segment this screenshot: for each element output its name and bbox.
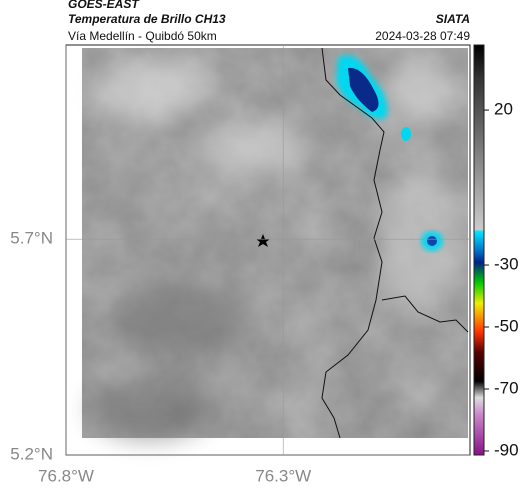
source: SIATA bbox=[436, 12, 470, 26]
colorbar bbox=[473, 44, 485, 456]
colorbar-tick-label: 20 bbox=[494, 100, 513, 119]
colorbar-tick-label: -30 bbox=[494, 255, 519, 274]
y-tick-label: 5.7°N bbox=[10, 229, 53, 248]
city-marker bbox=[256, 234, 270, 247]
colorbar-tick-label: -50 bbox=[494, 316, 519, 335]
ticks: 76.8°W 76.3°W 5.7°N 5.2°N 20 -30 -50 -70 -90 bbox=[10, 45, 519, 485]
region: Vía Medellín - Quibdó 50km bbox=[68, 29, 217, 43]
timestamp: 2024-03-28 07:49 bbox=[375, 29, 470, 43]
satellite-image bbox=[82, 47, 469, 440]
x-tick-label: 76.3°W bbox=[255, 466, 311, 485]
title: GOES-EAST bbox=[68, 0, 140, 11]
y-tick-label: 5.2°N bbox=[10, 444, 53, 463]
x-tick-label: 76.8°W bbox=[38, 466, 94, 485]
colorbar-tick-label: -70 bbox=[494, 378, 519, 397]
borders bbox=[321, 47, 469, 439]
cold-cloud bbox=[336, 55, 443, 251]
subtitle: Temperatura de Brillo CH13 bbox=[68, 12, 226, 26]
colorbar-tick-label: -90 bbox=[494, 440, 519, 459]
